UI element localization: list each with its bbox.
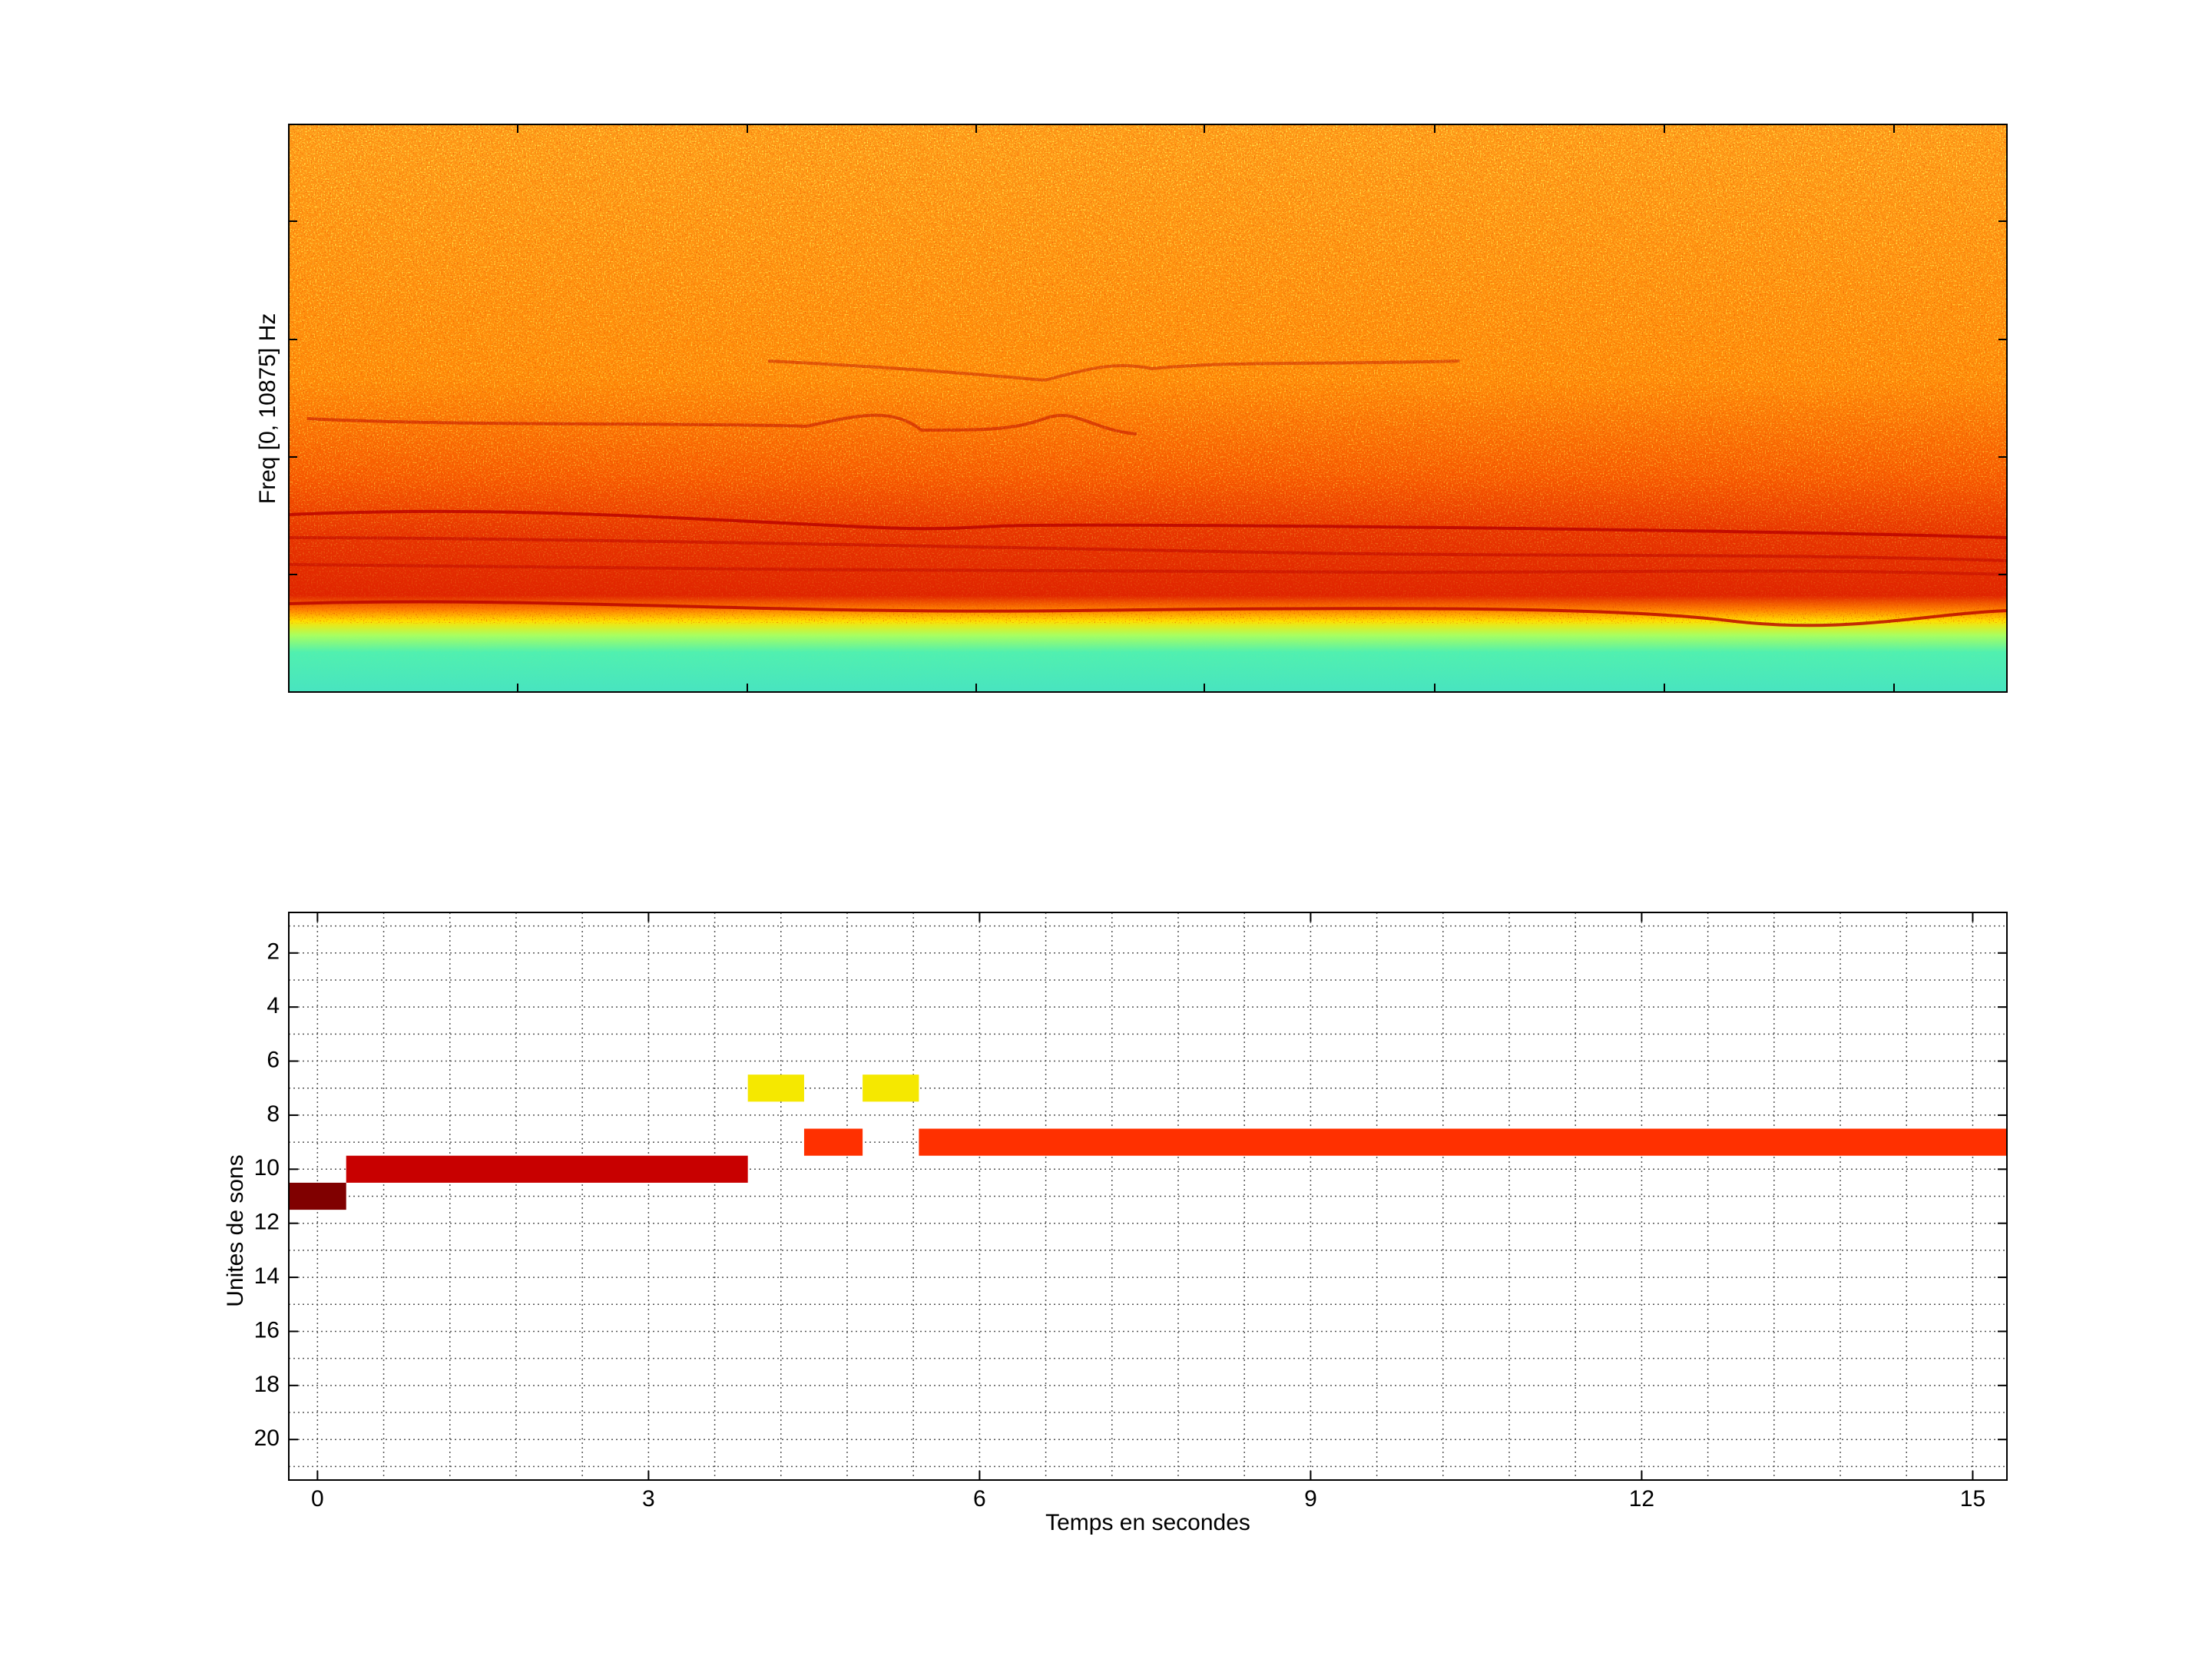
x-tick-label: 0	[311, 1486, 324, 1512]
segment	[747, 1075, 804, 1102]
spectrogram	[288, 124, 2008, 693]
y-tick-label: 20	[254, 1426, 280, 1451]
x-axis-label: Temps en secondes	[1045, 1510, 1250, 1535]
x-tick-label: 6	[973, 1486, 986, 1512]
y-tick-label: 14	[254, 1263, 280, 1289]
axes-frame	[288, 912, 2008, 1481]
y-tick-label: 4	[267, 993, 280, 1018]
x-tick-label: 3	[642, 1486, 655, 1512]
spectrogram-ylabel: Freq [0, 10875] Hz	[255, 313, 280, 504]
segment	[919, 1128, 2007, 1156]
x-tick-label: 12	[1629, 1486, 1654, 1512]
y-tick-label: 12	[254, 1210, 280, 1235]
x-tick-label: 9	[1304, 1486, 1317, 1512]
plot-area	[289, 912, 2007, 1480]
segment	[346, 1155, 748, 1183]
y-tick-label: 2	[267, 939, 280, 965]
y-tick-label: 8	[267, 1101, 280, 1127]
y-tick-label: 18	[254, 1372, 280, 1397]
y-tick-label: 6	[267, 1047, 280, 1072]
x-tick-label: 15	[1960, 1486, 1985, 1512]
y-tick-label: 16	[254, 1317, 280, 1343]
segment	[863, 1075, 919, 1102]
y-axis-label: Unites de sons	[223, 1154, 248, 1306]
segment	[803, 1128, 863, 1156]
y-tick-label: 10	[254, 1155, 280, 1181]
segment	[289, 1182, 346, 1210]
